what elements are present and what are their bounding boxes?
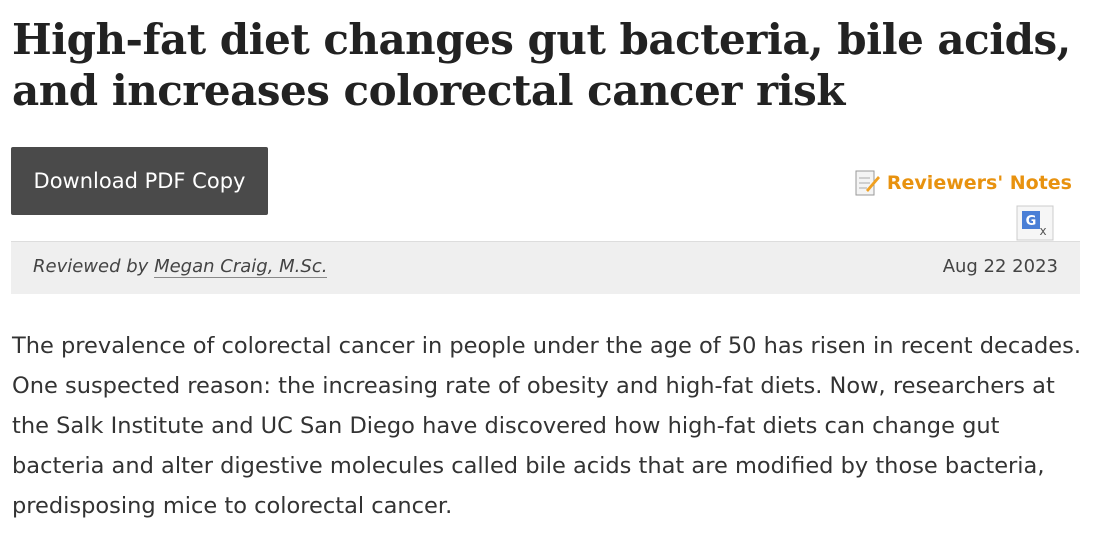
reviewer-link[interactable]: Megan Craig, M.Sc. [154, 256, 328, 278]
byline-bar: Reviewed by Megan Craig, M.Sc. Aug 22 20… [11, 241, 1080, 294]
svg-text:G: G [1026, 214, 1037, 229]
download-button[interactable]: Download PDF Copy [11, 147, 268, 215]
svg-text:x: x [1039, 224, 1046, 238]
reviewers-notes-link[interactable]: Reviewers' Notes [853, 168, 1072, 198]
reviewers-notes-text: Reviewers' Notes [886, 172, 1072, 194]
reviewed-prefix: Reviewed by [33, 256, 149, 277]
article-paragraph: The prevalence of colorectal cancer in p… [12, 333, 1082, 519]
publish-date: Aug 22 2023 [942, 256, 1058, 277]
reviewed-by: Reviewed by Megan Craig, M.Sc. [33, 256, 328, 278]
notes-icon [855, 170, 880, 196]
article-title: High-fat diet changes gut bacteria, bile… [12, 15, 1071, 115]
translate-icon[interactable]: Gx [1016, 205, 1054, 241]
